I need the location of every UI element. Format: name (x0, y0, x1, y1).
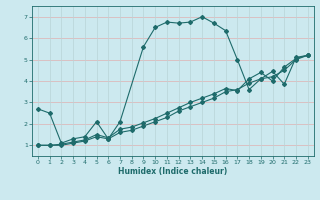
X-axis label: Humidex (Indice chaleur): Humidex (Indice chaleur) (118, 167, 228, 176)
